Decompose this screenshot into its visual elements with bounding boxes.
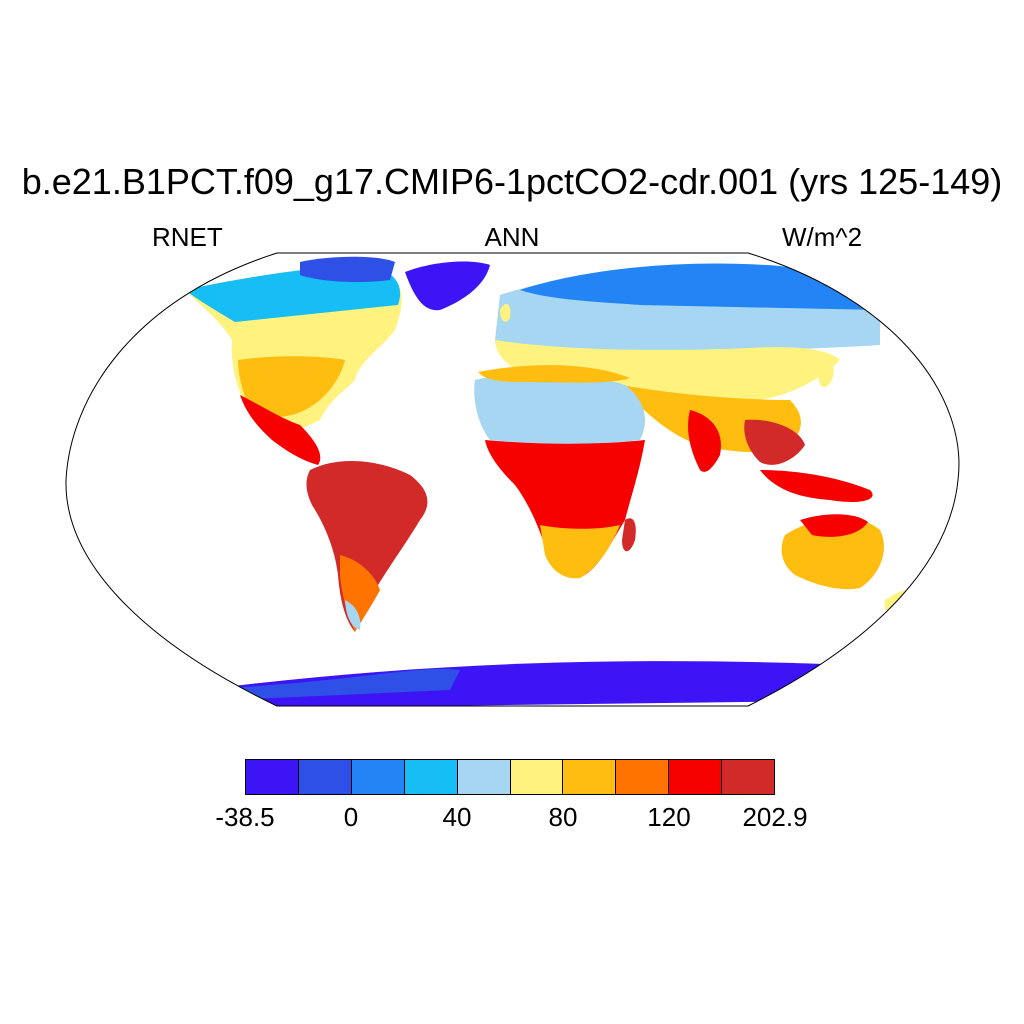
- colorbar-tick-label: 0: [343, 802, 359, 832]
- variable-label: RNET: [152, 222, 223, 252]
- patagonia: [345, 600, 361, 630]
- colorbar-box: [404, 760, 458, 794]
- season-label: ANN: [484, 222, 540, 252]
- colorbar-box: [563, 760, 617, 794]
- antarctica-coast: [230, 668, 460, 700]
- map-boundary: [65, 252, 960, 707]
- africa-south: [540, 525, 620, 579]
- us-south: [238, 356, 345, 417]
- south-america-region: [306, 460, 428, 632]
- australia-north: [800, 514, 868, 537]
- colorbar-box: [298, 760, 352, 794]
- australia-region: [781, 518, 884, 590]
- mediterranean-coast: [478, 365, 630, 383]
- colorbar-tick-label: 120: [647, 802, 691, 832]
- madagascar: [622, 518, 636, 552]
- colorbar-tick-label: 80: [548, 802, 578, 832]
- antarctica-region: [120, 661, 900, 706]
- colorbar-ticks: -38.5 0 40 80 120 202.9: [0, 800, 1024, 840]
- arctic-islands: [300, 256, 395, 283]
- india-region: [688, 410, 721, 472]
- japan: [817, 360, 834, 388]
- greenland-region: [405, 261, 490, 311]
- colorbar-box: [722, 760, 775, 794]
- colorbar-tick-label: -38.5: [215, 802, 275, 832]
- colorbar-tick-label: 40: [442, 802, 472, 832]
- colorbar-box: [616, 760, 670, 794]
- colorbar-box: [669, 760, 723, 794]
- units-label: W/m^2: [782, 222, 863, 252]
- indonesia-region: [760, 470, 873, 502]
- se-asia-region: [744, 419, 805, 465]
- colorbar-box: [351, 760, 405, 794]
- africa-north: [474, 373, 645, 444]
- new-zealand: [885, 588, 920, 610]
- colorbar-box: [246, 760, 299, 794]
- mexico-central: [240, 395, 321, 465]
- british-isles: [500, 303, 511, 322]
- colorbar: [245, 759, 775, 795]
- siberia-arctic: [520, 263, 880, 310]
- colorbar-box: [510, 760, 564, 794]
- colorbar-tick-label: 202.9: [742, 802, 808, 832]
- colorbar-box: [457, 760, 511, 794]
- map-title: b.e21.B1PCT.f09_g17.CMIP6-1pctCO2-cdr.00…: [21, 161, 1003, 202]
